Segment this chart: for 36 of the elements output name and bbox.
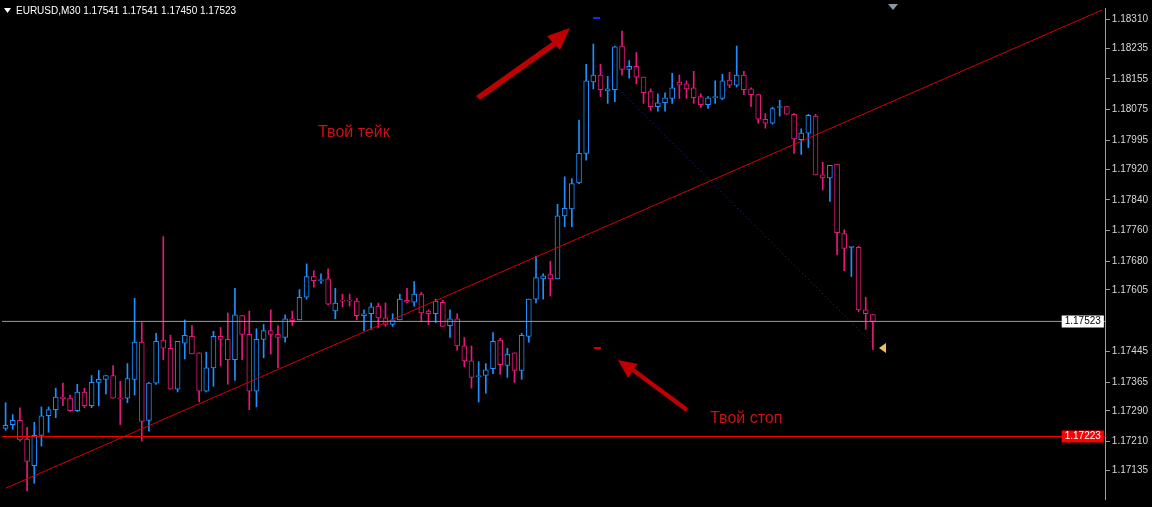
y-tick-label: 1.17290: [1111, 404, 1149, 416]
y-tick-label: 1.17680: [1111, 254, 1149, 266]
y-tick-label: 1.18310: [1111, 13, 1149, 25]
y-tick-label: 1.17210: [1111, 435, 1149, 447]
candlestick: [117, 380, 124, 425]
ref-line-label: 1.17523: [1064, 315, 1102, 327]
candlestick: [160, 236, 167, 361]
candlestick: [310, 270, 317, 288]
y-tick-label: 1.17840: [1111, 193, 1149, 205]
candlestick: [712, 80, 719, 104]
candlestick: [626, 60, 633, 79]
y-tick-label: 1.18235: [1111, 42, 1149, 54]
candlestick: [540, 273, 546, 300]
candlestick: [733, 45, 740, 88]
y-tick-label: 1.17365: [1111, 375, 1149, 387]
y-tick-label: 1.17920: [1111, 162, 1149, 174]
candlestick: [275, 325, 281, 369]
candlestick: [483, 363, 489, 394]
candlestick: [361, 309, 367, 331]
y-tick-label: 1.17760: [1111, 224, 1149, 236]
candlestick: [404, 288, 410, 304]
ref-line-label: 1.17223: [1064, 430, 1102, 442]
y-tick-label: 1.17995: [1111, 134, 1149, 146]
y-tick-label: 1.18075: [1111, 103, 1149, 115]
y-tick-label: 1.17445: [1111, 345, 1149, 357]
candlestick: [95, 370, 102, 407]
candlestick: [870, 314, 876, 350]
annotation: Твой тейк: [318, 123, 391, 141]
candlestick: [267, 309, 274, 355]
y-tick-label: 1.18155: [1111, 72, 1149, 84]
annotation: Твой стоп: [710, 409, 783, 427]
candlestick: [561, 176, 568, 227]
chart-title: EURUSD,M30 1.17541 1.17541 1.17450 1.17523: [16, 4, 237, 16]
y-tick-label: 1.17135: [1111, 463, 1149, 475]
y-tick-label: 1.17605: [1111, 283, 1149, 295]
candlestick: [332, 288, 339, 320]
